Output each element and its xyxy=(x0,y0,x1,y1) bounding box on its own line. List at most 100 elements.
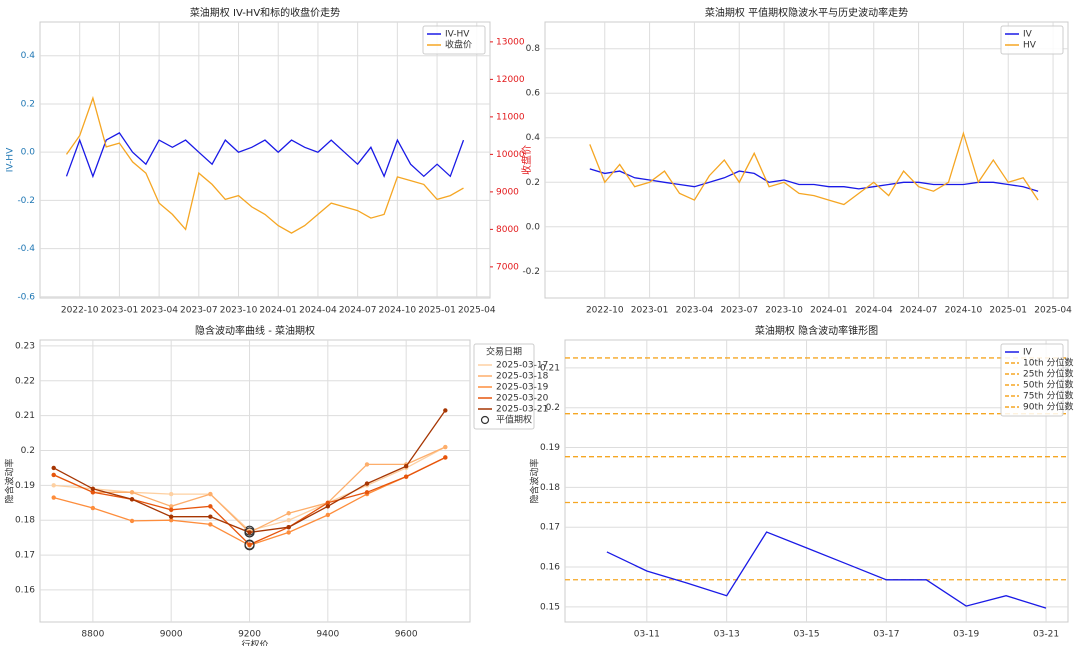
y-tick-label: 0.17 xyxy=(15,551,35,561)
point xyxy=(403,474,409,479)
y-tick-label: 0.2 xyxy=(526,178,540,188)
point xyxy=(208,522,213,527)
y-tick-label: 0.19 xyxy=(15,481,35,491)
y-tick-label: 0.21 xyxy=(540,363,560,373)
x-tick-label: 9200 xyxy=(238,630,261,640)
legend-label: 2025-03-21 xyxy=(496,405,548,415)
y-tick-label: 0.22 xyxy=(15,376,35,386)
x-tick-label: 2023-10 xyxy=(765,306,803,316)
point xyxy=(51,495,56,500)
legend-label: 10th 分位数 xyxy=(1023,357,1074,369)
point xyxy=(168,514,174,519)
chart-title: 菜油期权 平值期权隐波水平与历史波动率走势 xyxy=(705,6,908,19)
y2-tick-label: 12000 xyxy=(496,75,525,85)
y-tick-label: 0.18 xyxy=(15,516,35,526)
y-tick-label: -0.2 xyxy=(522,267,540,277)
series-line xyxy=(65,132,465,179)
point xyxy=(364,490,370,495)
chart-title: 菜油期权 隐含波动率锥形图 xyxy=(755,324,878,337)
x-tick-label: 9000 xyxy=(160,630,183,640)
x-tick-label: 2024-04 xyxy=(299,306,337,316)
atm-marker xyxy=(244,527,255,538)
point xyxy=(208,491,213,497)
y2-tick-label: 7000 xyxy=(496,262,519,272)
atm-marker xyxy=(244,539,255,550)
x-tick-label: 03-21 xyxy=(1033,630,1059,640)
x-tick-label: 2024-01 xyxy=(810,306,848,316)
y-tick-label: 0.2 xyxy=(21,99,35,109)
y-tick-label: 0.6 xyxy=(526,89,541,99)
legend-label: 2025-03-19 xyxy=(496,383,549,393)
y-axis-label: 隐含波动率 xyxy=(529,458,541,503)
point xyxy=(325,504,331,509)
point xyxy=(247,530,252,535)
point xyxy=(403,463,409,469)
x-tick-label: 2025-04 xyxy=(458,306,496,316)
y2-tick-label: 10000 xyxy=(496,150,525,160)
point xyxy=(90,505,96,511)
legend-symbol xyxy=(480,415,490,425)
legend-box xyxy=(422,25,486,55)
y-tick-label: -0.2 xyxy=(17,196,35,206)
y-tick-label: 0.23 xyxy=(15,341,35,351)
point xyxy=(325,500,331,505)
y-tick-label: 0.17 xyxy=(540,523,560,533)
legend-label: 90th 分位数 xyxy=(1023,401,1074,413)
legend-label: 50th 分位数 xyxy=(1023,379,1074,391)
chart-title: 菜油期权 IV-HV和标的收盘价走势 xyxy=(190,6,340,19)
y2-tick-label: 13000 xyxy=(496,37,525,47)
legend-box xyxy=(1000,343,1064,417)
point xyxy=(247,542,252,547)
y-tick-label: 0.4 xyxy=(21,51,36,61)
point xyxy=(443,444,448,450)
point xyxy=(51,483,56,488)
x-tick-label: 8800 xyxy=(81,630,104,640)
point xyxy=(208,504,213,509)
x-tick-label: 03-13 xyxy=(714,630,740,640)
x-tick-label: 2025-01 xyxy=(418,306,456,316)
y-tick-label: -0.4 xyxy=(17,244,35,254)
y-tick-label: 0.21 xyxy=(15,411,35,421)
x-tick-label: 2024-04 xyxy=(855,306,893,316)
legend-label: 75th 分位数 xyxy=(1023,390,1074,402)
point xyxy=(443,408,448,413)
y-tick-label: 0.19 xyxy=(540,443,560,453)
series-line xyxy=(606,531,1047,609)
y-tick-label: 0.2 xyxy=(546,403,560,413)
y-tick-label: 0.18 xyxy=(540,483,560,493)
point xyxy=(51,465,56,471)
legend-box xyxy=(1000,25,1064,55)
legend-label: IV xyxy=(1023,30,1033,40)
y-tick-label: 0.16 xyxy=(15,585,35,595)
plot-area xyxy=(564,339,1069,623)
x-tick-label: 2022-10 xyxy=(586,306,624,316)
legend-label: 2025-03-17 xyxy=(496,361,548,371)
y-tick-label: 0.0 xyxy=(526,222,541,232)
point xyxy=(208,514,213,519)
y-tick-label: 0.15 xyxy=(540,602,560,612)
x-tick-label: 03-11 xyxy=(634,630,660,640)
x-tick-label: 2024-10 xyxy=(379,306,417,316)
point xyxy=(129,518,135,524)
x-axis-label: 行权价 xyxy=(241,639,268,646)
y2-tick-label: 9000 xyxy=(496,187,519,197)
y2-tick-label: 8000 xyxy=(496,225,519,235)
y-tick-label: -0.6 xyxy=(17,292,35,302)
x-tick-label: 2024-10 xyxy=(945,306,983,316)
point xyxy=(443,455,448,460)
point xyxy=(364,462,370,467)
legend-label: 收盘价 xyxy=(445,39,472,51)
x-tick-label: 2025-04 xyxy=(1034,306,1072,316)
point xyxy=(129,497,135,502)
point xyxy=(286,518,291,523)
plot-area xyxy=(39,21,491,299)
x-tick-label: 03-19 xyxy=(953,630,979,640)
y2-axis-label: 收盘价 xyxy=(520,145,533,175)
point xyxy=(168,491,174,497)
series-line xyxy=(589,131,1039,206)
point xyxy=(325,512,331,518)
x-tick-label: 03-15 xyxy=(793,630,819,640)
legend-label: 2025-03-18 xyxy=(496,372,549,382)
x-tick-label: 2023-04 xyxy=(676,306,714,316)
x-tick-label: 2022-10 xyxy=(61,306,99,316)
